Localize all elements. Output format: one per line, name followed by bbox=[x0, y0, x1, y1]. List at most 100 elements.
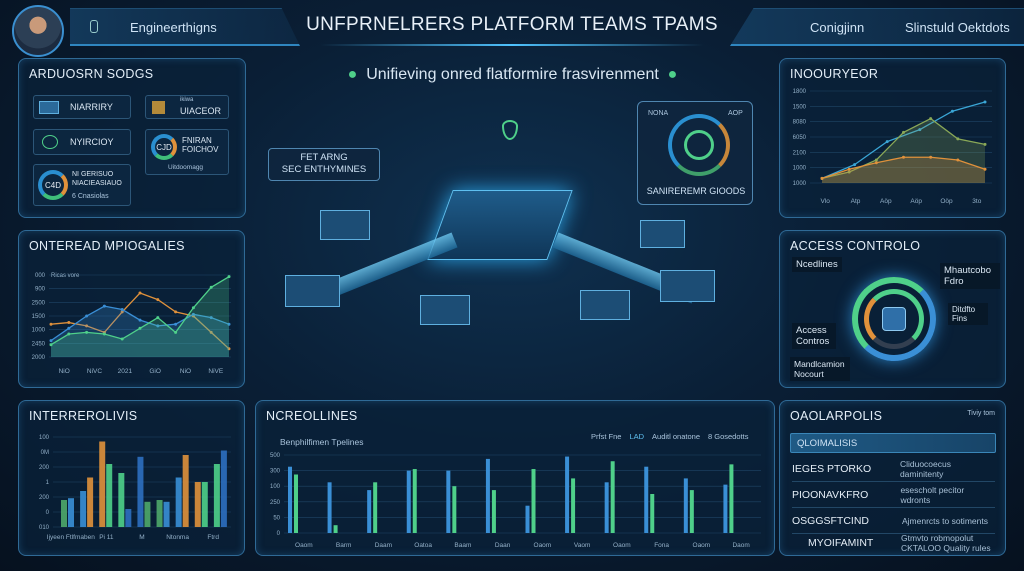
card-sublabel: Uitdoomagg bbox=[168, 164, 204, 171]
data-point bbox=[49, 343, 53, 347]
panel-line-chart: ONTEREAD MPIOGALIES 000 900 2500 1500 1000 24… bbox=[18, 230, 245, 388]
series-area bbox=[822, 118, 985, 183]
policy-key: IEGES PTORKO bbox=[792, 462, 872, 475]
bar bbox=[194, 482, 201, 527]
bar bbox=[491, 490, 496, 533]
legend-item[interactable]: Auditl onatone bbox=[652, 432, 700, 441]
access-label: Mhautcobo Fdro bbox=[940, 263, 1000, 289]
x-tick-label: NiVC bbox=[87, 368, 102, 375]
callout-label: NONA bbox=[648, 110, 669, 117]
source-card[interactable]: C4D NI GERISUO NIACIEASIAUO 6 Cnasiolas bbox=[33, 164, 131, 206]
panel-title: INTERREROLIVIS bbox=[29, 409, 138, 423]
node[interactable] bbox=[660, 270, 715, 302]
y-tick-label: 010 bbox=[39, 525, 50, 531]
panel-title: NCREOLLINES bbox=[266, 409, 358, 423]
source-card[interactable]: ikiwa UIACEOR bbox=[145, 95, 229, 119]
data-point bbox=[956, 158, 960, 162]
x-tick-label: Oaom bbox=[613, 542, 631, 549]
data-point bbox=[174, 322, 178, 326]
data-point bbox=[874, 161, 878, 165]
data-point bbox=[191, 312, 195, 316]
x-tick-label: Ntonma bbox=[166, 534, 189, 541]
y-tick-label: 250 bbox=[270, 500, 281, 506]
node[interactable] bbox=[580, 290, 630, 320]
inner-ring bbox=[864, 289, 924, 349]
access-ring-chart bbox=[852, 277, 936, 361]
policy-row[interactable]: IEGES PTORKO Cliduocoecus daminitenty bbox=[792, 456, 995, 482]
legend-item[interactable]: LAD bbox=[629, 432, 645, 441]
database-icon bbox=[152, 101, 165, 114]
x-tick-label: Pi 11 bbox=[99, 534, 114, 541]
bar bbox=[175, 477, 182, 527]
bar bbox=[99, 441, 106, 527]
data-point bbox=[102, 304, 106, 308]
y-tick-label: 50 bbox=[273, 515, 280, 521]
y-tick-label: 2100 bbox=[793, 150, 807, 156]
avatar[interactable] bbox=[12, 5, 64, 57]
policy-row[interactable]: OSGGSFTCIND Ajmenrcts to sotiments bbox=[792, 508, 995, 534]
bar bbox=[723, 484, 728, 533]
y-tick-label: 000 bbox=[35, 273, 46, 279]
x-tick-label: Aöp bbox=[880, 198, 892, 205]
source-card[interactable]: NYIRCIOY bbox=[33, 129, 131, 155]
bar-chart: 100 0M 200 1 200 0 010 Ijyeen Ftlfmaben Pi 11 M Nt… bbox=[39, 435, 231, 541]
card-label: UIACEOR bbox=[180, 106, 222, 116]
x-tick-label: Oaom bbox=[693, 542, 711, 549]
node[interactable] bbox=[640, 220, 685, 248]
card-label: NI GERISUO NIACIEASIAUO bbox=[72, 171, 122, 187]
bar bbox=[525, 505, 530, 533]
node[interactable] bbox=[285, 275, 340, 307]
policy-value: esescholt pecitor wdronts bbox=[900, 484, 965, 505]
data-point bbox=[174, 310, 178, 314]
source-card[interactable]: CJD FNIRAN FOICHOV Uitdoomagg bbox=[145, 129, 229, 175]
source-card[interactable]: NIARRIRY bbox=[33, 95, 131, 119]
panel-title: OAOLARPOLIS bbox=[790, 409, 883, 423]
data-point bbox=[950, 109, 954, 113]
chart-legend: Prfst Fne LAD Auditl onatone 8 Gosedotts bbox=[591, 432, 748, 441]
data-point bbox=[209, 330, 213, 334]
callout-line: FET ARNG bbox=[300, 152, 348, 163]
data-point bbox=[120, 307, 124, 311]
y-tick-label: 1 bbox=[46, 480, 50, 486]
network-icon bbox=[42, 135, 58, 149]
header-link-settings[interactable]: Slinstuld Oektdots bbox=[905, 20, 1010, 35]
callout-caption: SANIREREMR GIOODS bbox=[646, 186, 746, 196]
bar bbox=[406, 470, 411, 533]
area-chart: 1800 1500 8080 6050 2100 1000 1000 Vlo Atp Aöp Aöp… bbox=[793, 89, 992, 205]
x-tick-label: Atp bbox=[851, 198, 861, 205]
y-tick-label: 300 bbox=[270, 469, 281, 475]
app-title: UNFPRNELRERS PLATFORM TEAMS TPAMS bbox=[306, 14, 718, 35]
node[interactable] bbox=[420, 295, 470, 325]
bar bbox=[288, 466, 292, 533]
policy-highlight-row[interactable]: QLOIMALISIS bbox=[790, 433, 996, 453]
bar bbox=[61, 500, 67, 527]
y-tick-label: 2000 bbox=[32, 355, 46, 361]
y-tick-label: 1000 bbox=[793, 181, 807, 187]
legend-item[interactable]: Prfst Fne bbox=[591, 432, 622, 441]
panel-tag[interactable]: Tiviy tom bbox=[967, 410, 995, 417]
data-point bbox=[67, 326, 71, 330]
y-tick-label: 1500 bbox=[793, 104, 807, 110]
y-tick-label: 200 bbox=[39, 465, 50, 471]
bar bbox=[294, 474, 298, 533]
header-link-config[interactable]: Conigjinn bbox=[810, 20, 865, 35]
policy-row[interactable]: PIOONAVKFRO esescholt pecitor wdronts bbox=[792, 482, 995, 508]
policy-value: Ajmenrcts to sotiments bbox=[902, 515, 988, 526]
card-sublabel: ikiwa bbox=[180, 97, 194, 103]
data-point bbox=[847, 167, 851, 171]
data-point bbox=[174, 330, 178, 334]
header-left-label[interactable]: Engineerthigns bbox=[130, 20, 217, 35]
legend-item[interactable]: 8 Gosedotts bbox=[708, 432, 749, 441]
data-point bbox=[874, 158, 878, 162]
bar bbox=[531, 469, 536, 533]
node[interactable] bbox=[320, 210, 370, 240]
bar bbox=[565, 456, 570, 533]
x-tick-label: Oöp bbox=[940, 198, 953, 205]
bar bbox=[327, 482, 332, 533]
y-tick-label: 200 bbox=[39, 495, 50, 501]
series-area bbox=[51, 306, 229, 357]
y-tick-label: 0 bbox=[46, 510, 50, 516]
policy-row[interactable]: MYOIFAMINT Gtmvto robmopolut CKTALOO Qual… bbox=[792, 531, 995, 555]
data-point bbox=[885, 140, 889, 144]
data-point bbox=[209, 316, 213, 320]
